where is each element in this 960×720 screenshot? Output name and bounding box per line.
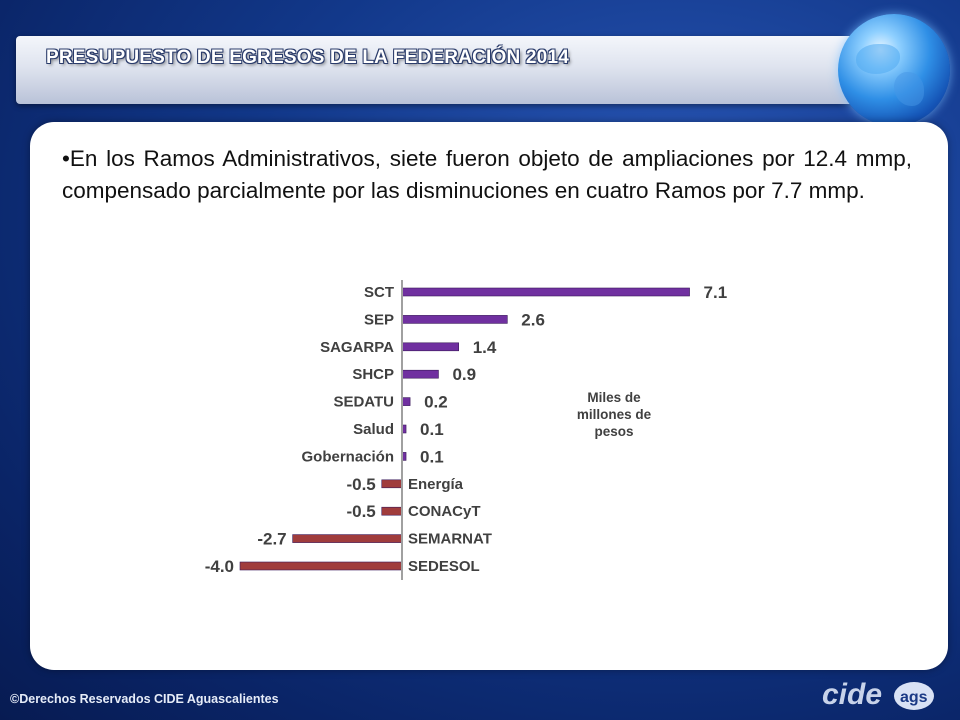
logo-text: cide xyxy=(822,678,882,711)
value-label: -0.5 xyxy=(346,502,375,521)
title-bar xyxy=(16,36,852,104)
category-label: SAGARPA xyxy=(320,339,394,356)
category-label: SCT xyxy=(364,284,394,301)
bullet-paragraph: •En los Ramos Administrativos, siete fue… xyxy=(62,146,912,203)
value-label: 0.2 xyxy=(424,393,448,412)
globe-icon xyxy=(838,14,950,126)
bar-energía xyxy=(381,479,403,489)
category-label: Gobernación xyxy=(301,448,394,465)
value-label: -2.7 xyxy=(257,530,286,549)
category-label: SHCP xyxy=(352,366,394,383)
cide-logo: cide ags xyxy=(822,678,934,711)
category-label: Energía xyxy=(408,476,464,493)
category-label: SEDATU xyxy=(333,394,394,411)
value-label: -4.0 xyxy=(205,557,234,576)
bar-shcp xyxy=(401,369,439,379)
value-label: 7.1 xyxy=(704,283,728,302)
unit-label: Miles de millones de pesos xyxy=(577,390,652,439)
category-label: SEDESOL xyxy=(408,558,480,575)
category-label: SEP xyxy=(364,311,394,328)
bar-sct xyxy=(401,287,690,297)
value-label: 0.1 xyxy=(420,447,444,466)
value-label: 2.6 xyxy=(521,310,545,329)
slide-title: PRESUPUESTO DE EGRESOS DE LA FEDERACIÓN … xyxy=(46,47,569,68)
bar-sep xyxy=(401,315,508,324)
category-label: Salud xyxy=(353,421,394,438)
footer-copyright: ©Derechos Reservados CIDE Aguascalientes xyxy=(10,692,279,706)
bar-conacyt xyxy=(381,506,403,516)
bar-semarnat xyxy=(292,534,403,543)
value-label: 0.9 xyxy=(452,365,476,384)
bar-sagarpa xyxy=(401,342,460,352)
content-panel xyxy=(30,122,948,670)
value-label: 1.4 xyxy=(473,338,497,357)
category-label: CONACyT xyxy=(408,503,481,520)
category-label: SEMARNAT xyxy=(408,531,492,548)
bar-sedesol xyxy=(239,561,403,571)
value-label: -0.5 xyxy=(346,475,375,494)
value-label: 0.1 xyxy=(420,420,444,439)
logo-small-text: ags xyxy=(900,689,928,706)
bar-sedatu xyxy=(401,397,411,406)
